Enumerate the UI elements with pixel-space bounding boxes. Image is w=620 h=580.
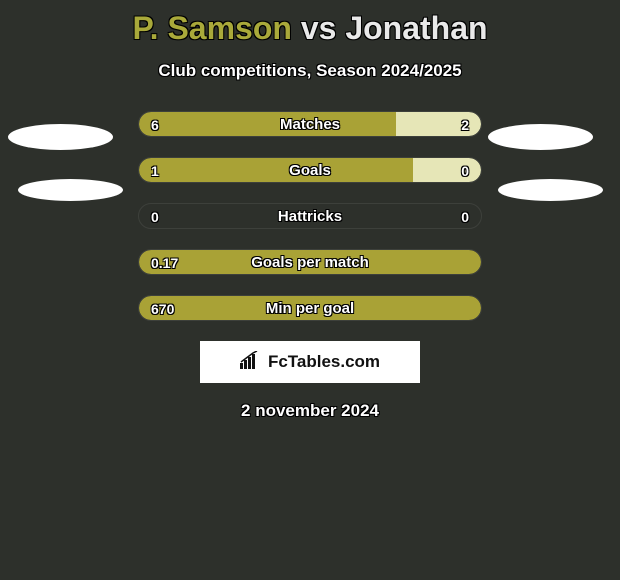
- chart-icon: [240, 351, 262, 374]
- stat-label: Hattricks: [139, 204, 481, 229]
- subtitle: Club competitions, Season 2024/2025: [0, 61, 620, 81]
- stat-row: Goals per match0.17: [138, 249, 482, 275]
- left-decorative-ellipse: [8, 124, 113, 150]
- player1-value: 0: [151, 204, 159, 229]
- player1-bar-segment: [139, 296, 481, 320]
- player2-bar-segment: [413, 158, 481, 182]
- player1-bar-segment: [139, 250, 481, 274]
- date-label: 2 november 2024: [0, 401, 620, 421]
- stat-row: Matches62: [138, 111, 482, 137]
- fctables-text: FcTables.com: [268, 352, 380, 372]
- player2-name: Jonathan: [345, 10, 487, 46]
- comparison-title: P. Samson vs Jonathan: [0, 0, 620, 47]
- right-decorative-ellipse: [488, 124, 593, 150]
- vs-text: vs: [301, 10, 337, 46]
- player1-bar-segment: [139, 158, 413, 182]
- right-decorative-ellipse: [498, 179, 603, 201]
- stats-bars: Matches62 Goals10 Hattricks0 0 Goals per mat…: [138, 111, 482, 321]
- player1-bar-segment: [139, 112, 396, 136]
- player1-name: P. Samson: [132, 10, 291, 46]
- stat-row: Goals10: [138, 157, 482, 183]
- stat-row: Min per goal670: [138, 295, 482, 321]
- fctables-badge: FcTables.com: [200, 341, 420, 383]
- left-decorative-ellipse: [18, 179, 123, 201]
- stat-row: Hattricks0 0: [138, 203, 482, 229]
- player2-value: 0: [461, 204, 469, 229]
- player2-bar-segment: [396, 112, 482, 136]
